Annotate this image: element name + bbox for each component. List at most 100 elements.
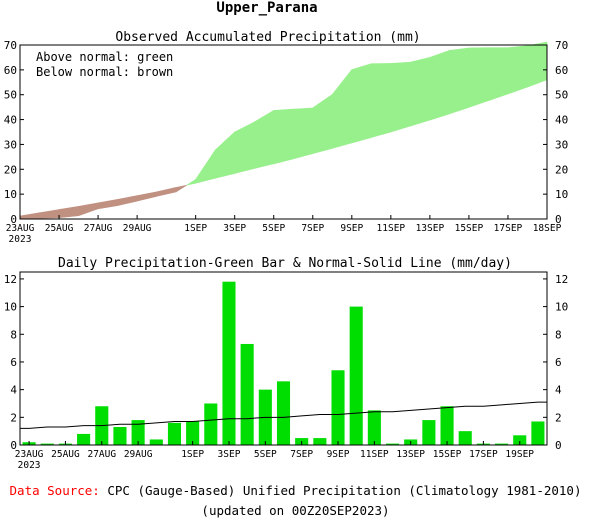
above-normal-area [186,178,196,186]
data-source-label: Data Source: [9,483,100,498]
daily-precip-bar [440,406,454,445]
x-tick-label: 19SEP [505,449,534,460]
daily-precip-bar [313,438,327,445]
above-normal-area [351,63,372,144]
accum-plot-frame [19,44,548,220]
x-tick-label: 23AUG [6,223,35,234]
y-tick-label-left: 0 [10,213,17,226]
x-tick-label: 27AUG [84,223,113,234]
x-tick-label: 17SEP [469,449,498,460]
below-normal-area [19,212,40,219]
x-tick-label: 13SEP [396,449,425,460]
y-tick-label-right: 50 [555,89,568,102]
above-normal-area [527,41,548,88]
y-tick-label-right: 0 [555,213,562,226]
x-tick-label: 15SEP [433,449,462,460]
above-normal-area [253,109,275,169]
daily-precip-bar [458,431,472,445]
y-tick-label-right: 4 [555,384,562,397]
x-tick-sublabel: 2023 [9,234,32,245]
y-tick-label-right: 60 [555,64,568,77]
above-normal-area [273,108,294,165]
daily-precip-bar [422,420,436,445]
y-tick-label-right: 40 [555,114,568,127]
x-tick-label: 25AUG [45,223,74,234]
x-tick-label: 13SEP [416,223,445,234]
above-normal-area [410,57,431,127]
updated-line: (updated on 00Z20SEP2023) [201,503,390,518]
x-tick-label: 11SEP [377,223,406,234]
x-tick-label: 29AUG [123,223,152,234]
x-tick-label: 29AUG [124,449,153,460]
x-tick-label: 9SEP [340,223,363,234]
x-tick-label: 18SEP [533,223,562,234]
daily-precip-bar [276,381,291,445]
above-normal-area [468,47,489,108]
daily-precip-bar [331,370,345,445]
above-normal-area [214,131,236,179]
below-normal-area [97,199,118,210]
daily-precip-bar [131,420,145,445]
daily-precip-bar [222,281,236,445]
daily-precip-bar [77,433,91,445]
x-tick-label: 15SEP [455,223,484,234]
above-normal-area [195,149,216,184]
y-tick-label-left: 10 [4,188,17,201]
daily-precip-bar [204,403,218,445]
x-tick-label: 17SEP [494,223,523,234]
daily-precip-bar [385,443,400,445]
x-tick-label: 5SEP [262,223,285,234]
y-tick-label-left: 50 [4,89,17,102]
above-normal-area [371,63,392,138]
daily-plot-frame [19,271,548,446]
y-tick-label-left: 12 [4,273,17,286]
above-normal-area [390,61,411,133]
y-tick-label-right: 10 [555,188,568,201]
y-tick-label-right: 10 [555,301,568,314]
y-tick-label-left: 6 [10,356,17,369]
daily-precip-bar [149,439,163,445]
above-normal-area [429,50,450,121]
y-tick-label-left: 0 [10,439,17,452]
above-normal-area [331,68,353,149]
y-tick-label-right: 8 [555,328,562,341]
above-normal-area [292,107,314,160]
data-source-text: CPC (Gauge-Based) Unified Precipitation … [99,483,582,498]
y-tick-label-right: 30 [555,138,568,151]
x-tick-label: 11SEP [360,449,389,460]
below-normal-area [156,187,177,197]
x-tick-label: 9SEP [327,449,350,460]
x-tick-label: 7SEP [301,223,324,234]
daily-precip-bar [531,421,545,445]
above-normal-area [234,121,255,174]
y-tick-label-left: 10 [4,301,17,314]
x-tick-label: 3SEP [218,449,241,460]
y-tick-label-left: 70 [4,39,17,52]
below-normal-area [58,205,79,219]
below-normal-area [39,209,60,219]
x-tick-label: 1SEP [181,449,204,460]
daily-precip-bar [186,421,200,445]
x-tick-label: 5SEP [254,449,277,460]
daily-precip-bar [513,435,527,445]
x-tick-sublabel: 2023 [18,460,41,471]
y-tick-label-right: 12 [555,273,568,286]
daily-precip-bar [495,443,509,445]
y-tick-label-right: 20 [555,163,568,176]
y-tick-label-left: 2 [10,411,17,424]
daily-precip-bar [113,427,127,445]
above-normal-area [449,47,470,115]
x-tick-label: 23AUG [15,449,44,460]
daily-precip-bar [349,306,363,445]
data-source-line: Data Source: CPC (Gauge-Based) Unified P… [0,483,591,498]
y-tick-label-left: 8 [10,328,17,341]
daily-precip-bar [40,443,54,445]
above-normal-area [312,93,333,155]
x-tick-label: 27AUG [87,449,116,460]
x-tick-label: 1SEP [184,223,207,234]
y-tick-label-right: 6 [555,356,562,369]
y-tick-label-left: 4 [10,384,17,397]
